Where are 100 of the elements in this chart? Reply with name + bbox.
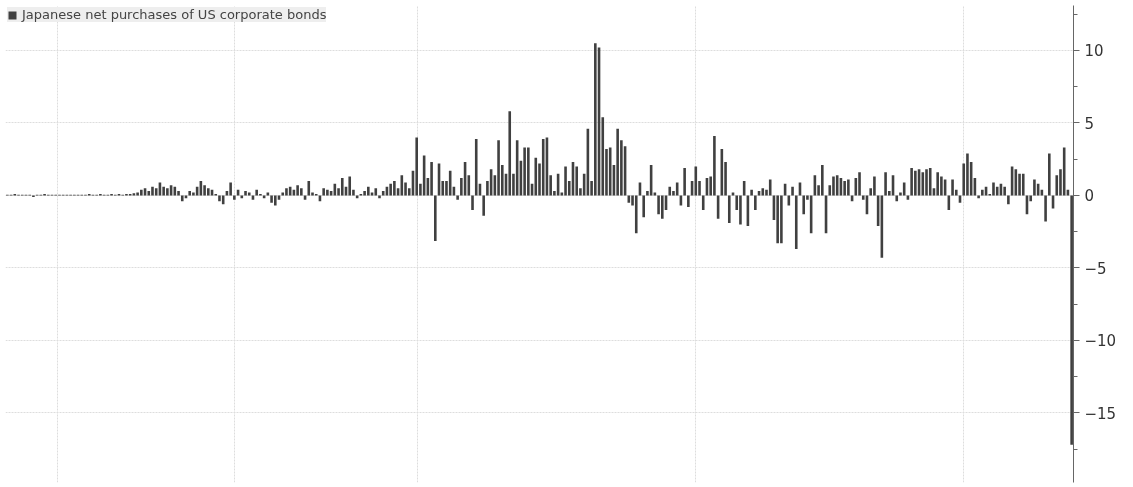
bar (207, 188, 210, 196)
bar (1007, 195, 1010, 205)
bar (858, 172, 861, 196)
bar (340, 178, 344, 196)
bar (925, 169, 928, 196)
bar (140, 189, 143, 196)
bar (497, 140, 500, 196)
bar (534, 157, 538, 196)
bar (434, 195, 437, 242)
bar (303, 195, 307, 200)
bar (768, 179, 772, 196)
bar (895, 195, 899, 202)
bar (285, 188, 288, 196)
bar (981, 189, 984, 196)
bar (378, 195, 381, 199)
bar (694, 166, 698, 196)
bar (921, 172, 925, 196)
bar (389, 183, 392, 196)
bar (727, 195, 731, 223)
bar (367, 186, 370, 196)
bar (270, 195, 273, 203)
bar (594, 43, 597, 196)
bar (928, 167, 932, 196)
bar (683, 167, 686, 196)
bar (147, 191, 151, 196)
bar (180, 195, 184, 202)
bar (474, 138, 478, 196)
y-tick-label: −15 (1084, 404, 1117, 423)
y-tick-label: 5 (1084, 114, 1095, 133)
bar (251, 195, 255, 200)
bar (754, 195, 757, 210)
bar (363, 191, 366, 196)
bar (761, 188, 765, 196)
bar (482, 195, 485, 216)
bar (634, 195, 638, 234)
bar (527, 147, 530, 196)
bar (780, 195, 783, 244)
bar (229, 182, 232, 196)
bar (687, 195, 690, 208)
bar (296, 185, 299, 196)
bar (802, 195, 806, 215)
bar (668, 186, 672, 196)
bar (616, 128, 619, 196)
bar (910, 167, 913, 196)
bar (992, 182, 995, 196)
bar (1070, 195, 1073, 445)
bar (564, 166, 567, 196)
bar (322, 188, 325, 196)
bar (701, 195, 705, 210)
bar (966, 153, 969, 196)
bar (307, 180, 311, 196)
bar (776, 195, 779, 244)
bar (873, 176, 876, 196)
bar (300, 188, 303, 196)
bar (936, 172, 939, 196)
y-tick-label: 10 (1084, 42, 1104, 61)
bar (995, 186, 999, 196)
bar (374, 188, 378, 196)
bar (240, 195, 244, 199)
bar (906, 195, 910, 200)
bar (523, 147, 526, 196)
bar (415, 137, 418, 196)
bar (661, 195, 664, 219)
bar (393, 180, 396, 196)
bar (914, 170, 917, 196)
y-tick-label: −5 (1084, 259, 1107, 278)
bar (739, 195, 742, 225)
bar (951, 179, 954, 196)
bar (884, 172, 887, 196)
bar (541, 138, 545, 196)
bar (1048, 153, 1051, 196)
bar (151, 186, 154, 196)
bar (255, 189, 258, 196)
bar (750, 189, 753, 196)
bar (456, 195, 459, 200)
bar (1033, 179, 1036, 196)
bar (430, 162, 433, 196)
bar (508, 111, 512, 196)
bar (162, 186, 165, 196)
bar (575, 166, 579, 196)
bar (794, 195, 798, 250)
bar (471, 195, 474, 210)
bar (1018, 173, 1021, 196)
bar (348, 176, 352, 196)
bar (791, 186, 794, 196)
bar (326, 189, 329, 196)
bar (1021, 173, 1025, 196)
bar (166, 188, 169, 196)
bar (835, 175, 839, 196)
bar (177, 191, 180, 196)
bar (832, 176, 835, 196)
bar (657, 195, 660, 215)
y-tick-label: −10 (1084, 332, 1117, 351)
bar (940, 176, 943, 196)
y-tick-label: 0 (1084, 187, 1095, 206)
bar (642, 195, 645, 218)
bar (188, 191, 191, 196)
legend-label: Japanese net purchases of US corporate bonds (22, 7, 327, 22)
bar (1044, 195, 1047, 222)
bar (218, 195, 221, 202)
